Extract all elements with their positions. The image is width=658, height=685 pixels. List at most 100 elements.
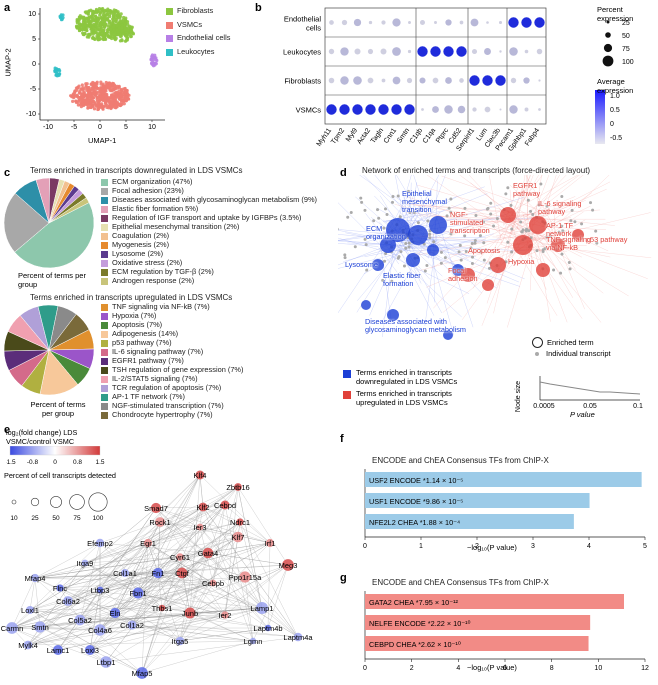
vsmc-cluster	[69, 80, 131, 112]
pct-legend-label: 10	[10, 515, 18, 522]
legend-label: EGFR1 pathway (7%)	[112, 356, 184, 365]
expression-dot	[380, 48, 387, 55]
gene-label: Tpm2	[330, 127, 346, 146]
expression-dot	[472, 107, 477, 112]
gene-name: Fn1	[152, 569, 165, 578]
gene-node	[184, 607, 196, 619]
gene-name: Ier3	[194, 523, 207, 532]
transcript-node	[531, 213, 535, 217]
expression-dot	[353, 18, 362, 27]
transcript-node	[541, 248, 545, 252]
expression-dot	[353, 76, 362, 85]
umap-ylabel: UMAP-2	[3, 48, 13, 77]
transcript-node	[449, 197, 453, 201]
gene-node	[109, 607, 121, 619]
legend-label: Oxidative stress (2%)	[112, 258, 183, 267]
transcript-node	[535, 249, 539, 253]
gene-name: Thbs1	[152, 604, 173, 613]
red-term-node	[572, 229, 584, 241]
transcript-node	[426, 219, 430, 223]
transcript-node	[388, 274, 392, 278]
gene-name: Mylk4	[18, 641, 38, 650]
term-label: NGF-stimulated transcription	[450, 210, 490, 235]
gene-node	[6, 622, 18, 634]
legend-label: Terms enriched in transcripts downregula…	[356, 368, 458, 386]
pct-legend-circle	[11, 499, 17, 505]
gene-name: Ltbp3	[91, 586, 110, 595]
pie-legend-item: Oxidative stress (2%)	[101, 258, 326, 268]
x-tick: 4	[587, 543, 591, 550]
expression-dot	[457, 105, 466, 114]
expression-dot	[340, 47, 349, 56]
legend-swatch	[101, 304, 108, 311]
pct-legend-circle	[69, 494, 85, 510]
transcript-node	[573, 220, 577, 224]
transcript-node	[470, 241, 474, 245]
bar-label: USF2 ENCODE *1.14 × 10⁻⁵	[369, 476, 463, 485]
legend-label: Coagulation (2%)	[112, 231, 170, 240]
transcript-node	[539, 182, 543, 186]
transcript-node	[473, 238, 477, 242]
gene-name: Fbn1	[129, 589, 146, 598]
legend-swatch	[101, 206, 108, 213]
transcript-node	[570, 208, 574, 212]
row-label: VSMCs	[296, 106, 322, 115]
expression-dot	[365, 104, 376, 115]
gene-node	[176, 553, 184, 561]
x-tick: 1	[419, 543, 423, 550]
umap-ytick: 5	[32, 36, 36, 43]
expression-dot	[523, 77, 530, 84]
gene-name: Col1a2	[120, 621, 144, 630]
red-term-node	[500, 207, 516, 223]
term-label: Apoptosis	[468, 246, 501, 255]
expression-dot	[430, 46, 441, 57]
pct-legend-label: 25	[31, 515, 39, 522]
transcript-node	[545, 235, 549, 239]
transcript-node	[364, 243, 368, 247]
gene-node	[132, 587, 144, 599]
panel-b-label: b	[255, 2, 262, 14]
fc-tick: -1.5	[6, 459, 16, 466]
gene-name: Col6a2	[56, 597, 80, 606]
transcript-node	[384, 207, 388, 211]
transcript-node	[447, 206, 451, 210]
gene-name: Itga9	[77, 559, 94, 568]
bar-label: NELFE ENCODE *2.22 × 10⁻¹⁰	[369, 619, 471, 628]
transcript-node	[470, 261, 474, 265]
transcript-node	[381, 278, 385, 282]
expression-dot	[509, 105, 518, 114]
transcript-node	[439, 261, 443, 265]
expression-dot	[509, 47, 518, 56]
row-label: Fibroblasts	[284, 77, 321, 86]
x-tick: 8	[550, 665, 554, 672]
blue-term-node	[380, 237, 396, 253]
transcript-node	[376, 208, 380, 212]
transcript-node	[559, 271, 563, 275]
transcript-node	[396, 194, 400, 198]
transcript-node	[557, 230, 561, 234]
legend-swatch	[101, 233, 108, 240]
term-label: EGFR1 pathway	[513, 181, 541, 198]
legend-label: Regulation of IGF transport and uptake b…	[112, 213, 302, 222]
transcript-node	[390, 200, 394, 204]
transcript-node	[495, 217, 499, 221]
transcript-node	[346, 215, 350, 219]
expression-dot	[392, 47, 401, 56]
gene-name: Cebpd	[214, 501, 236, 510]
expression-dot	[391, 104, 402, 115]
transcript-node	[569, 219, 573, 223]
pie-legend-item: ECM regulation by TGF-β (2%)	[101, 267, 326, 277]
transcript-node	[479, 250, 483, 254]
gene-name: Eln	[110, 609, 121, 618]
expression-dot	[524, 49, 529, 54]
transcript-node	[397, 255, 401, 259]
gene-node	[220, 500, 230, 510]
gene-node	[84, 644, 96, 656]
gene-name: Laptm4b	[253, 624, 282, 633]
transcript-node	[383, 259, 387, 263]
color-legend-item: Terms enriched in transcripts upregulate…	[343, 389, 493, 407]
gene-node	[209, 579, 217, 587]
blue-term-node	[386, 218, 410, 242]
transcript-node	[359, 196, 363, 200]
transcript-node	[439, 250, 443, 254]
